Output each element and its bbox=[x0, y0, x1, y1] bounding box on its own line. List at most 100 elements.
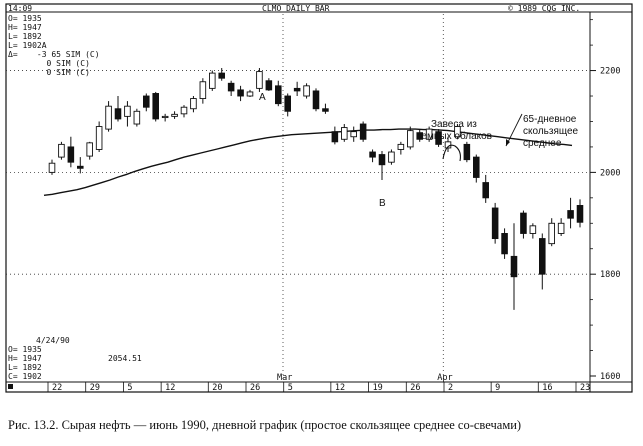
candle-29 bbox=[322, 103, 329, 114]
date-tick-label-16: 16 bbox=[542, 383, 552, 393]
readout-bottom-open: O= 1935 bbox=[8, 345, 42, 354]
candle-3 bbox=[77, 157, 84, 174]
annotation-point-a: A bbox=[259, 92, 266, 103]
date-tick-label-29: 29 bbox=[90, 383, 100, 393]
candle-21 bbox=[246, 89, 254, 98]
annotation-ma-line2: скользящее bbox=[523, 126, 579, 137]
candle-11 bbox=[152, 91, 159, 122]
readout-last: L= 1902A bbox=[8, 41, 47, 50]
date-tick-label-5: 5 bbox=[127, 383, 132, 393]
candle-body-white bbox=[246, 91, 254, 97]
candle-body-black bbox=[218, 72, 225, 79]
candle-body-black bbox=[435, 131, 442, 145]
header-time: 14:09 bbox=[8, 4, 32, 13]
candle-52 bbox=[539, 233, 546, 290]
readout-delta: Δ= -3 65 SIM (C) bbox=[8, 50, 100, 59]
price-tick-label-1800: 1800 bbox=[600, 270, 620, 280]
candle-54 bbox=[557, 218, 565, 237]
candle-24 bbox=[275, 80, 282, 107]
candle-body-black bbox=[237, 89, 244, 97]
date-tick-label-12: 12 bbox=[335, 383, 345, 393]
candle-body-white bbox=[86, 142, 93, 157]
candle-body-white bbox=[454, 126, 461, 138]
moving-average-layer bbox=[43, 128, 573, 196]
candle-body-black bbox=[275, 85, 282, 105]
candle-body-black bbox=[312, 90, 320, 110]
chart-frame bbox=[5, 3, 633, 393]
candle-1 bbox=[58, 141, 65, 160]
candle-10 bbox=[143, 93, 150, 112]
candle-body-black bbox=[378, 154, 386, 166]
candle-body-white bbox=[180, 106, 188, 115]
curtain-arc-marker bbox=[442, 144, 461, 162]
date-tick-label-19: 19 bbox=[373, 383, 383, 393]
candle-37 bbox=[397, 141, 405, 155]
candle-4 bbox=[86, 141, 93, 160]
price-tick-label-2000: 2000 bbox=[600, 168, 620, 178]
date-tick-label-2: 2 bbox=[448, 383, 453, 393]
readout-bottom-low: L= 1892 bbox=[8, 363, 42, 372]
candle-body-black bbox=[114, 108, 122, 120]
candle-body-white bbox=[95, 126, 103, 150]
date-tick-label-26: 26 bbox=[250, 383, 260, 393]
candle-body-black bbox=[501, 233, 508, 255]
candle-6 bbox=[105, 101, 112, 132]
candle-body-white bbox=[105, 105, 112, 130]
price-tick-label-2200: 2200 bbox=[600, 67, 620, 77]
candle-body-white bbox=[425, 128, 433, 140]
candle-body-white bbox=[209, 72, 216, 89]
candle-body-black bbox=[539, 238, 546, 275]
candles-layer bbox=[48, 68, 584, 310]
candle-13 bbox=[171, 111, 178, 119]
candle-0 bbox=[48, 159, 56, 175]
candle-43 bbox=[454, 124, 461, 140]
candle-body-black bbox=[491, 207, 499, 240]
candle-18 bbox=[218, 68, 225, 81]
candle-44 bbox=[463, 141, 471, 163]
readout-sim-1: 0 SIM (C) bbox=[8, 59, 90, 68]
candle-body-black bbox=[322, 108, 329, 112]
date-tick-label-5: 5 bbox=[288, 383, 293, 393]
candle-body-white bbox=[341, 127, 348, 140]
candle-36 bbox=[388, 149, 395, 165]
candle-5 bbox=[95, 121, 103, 153]
candle-body-black bbox=[143, 95, 150, 108]
candle-body-black bbox=[359, 123, 367, 140]
candle-16 bbox=[199, 78, 207, 104]
candle-45 bbox=[473, 154, 480, 183]
candle-41 bbox=[435, 129, 442, 147]
candle-38 bbox=[407, 126, 414, 150]
candle-body-black bbox=[67, 146, 75, 163]
candle-47 bbox=[491, 202, 499, 244]
candle-48 bbox=[501, 228, 508, 259]
cursor-value: 2054.51 bbox=[108, 354, 142, 363]
month-label-apr: Apr bbox=[437, 373, 452, 383]
date-tick-label-9: 9 bbox=[495, 383, 500, 393]
price-tick-label-1600: 1600 bbox=[600, 372, 620, 382]
candle-body-black bbox=[510, 255, 518, 278]
date-tick-label-23: 23 bbox=[580, 383, 590, 393]
candle-body-black bbox=[482, 182, 489, 199]
candle-12 bbox=[161, 113, 169, 122]
candle-body-white bbox=[171, 113, 178, 117]
candle-26 bbox=[293, 81, 301, 97]
candle-body-white bbox=[161, 115, 169, 119]
candle-body-white bbox=[199, 81, 207, 100]
candle-56 bbox=[576, 199, 584, 228]
candle-14 bbox=[180, 105, 188, 118]
candle-7 bbox=[114, 96, 122, 122]
corner-marker bbox=[8, 384, 13, 389]
candle-34 bbox=[369, 149, 376, 163]
candle-body-white bbox=[303, 85, 310, 97]
candle-8 bbox=[124, 101, 131, 127]
candle-27 bbox=[303, 83, 310, 99]
candle-9 bbox=[133, 108, 141, 127]
date-tick-label-20: 20 bbox=[212, 383, 222, 393]
candle-body-black bbox=[520, 212, 527, 234]
candle-39 bbox=[416, 129, 423, 142]
candle-28 bbox=[312, 88, 320, 112]
readout-bottom-high: H= 1947 bbox=[8, 354, 42, 363]
candle-body-white bbox=[557, 222, 565, 234]
date-tick-label-22: 22 bbox=[52, 383, 62, 393]
